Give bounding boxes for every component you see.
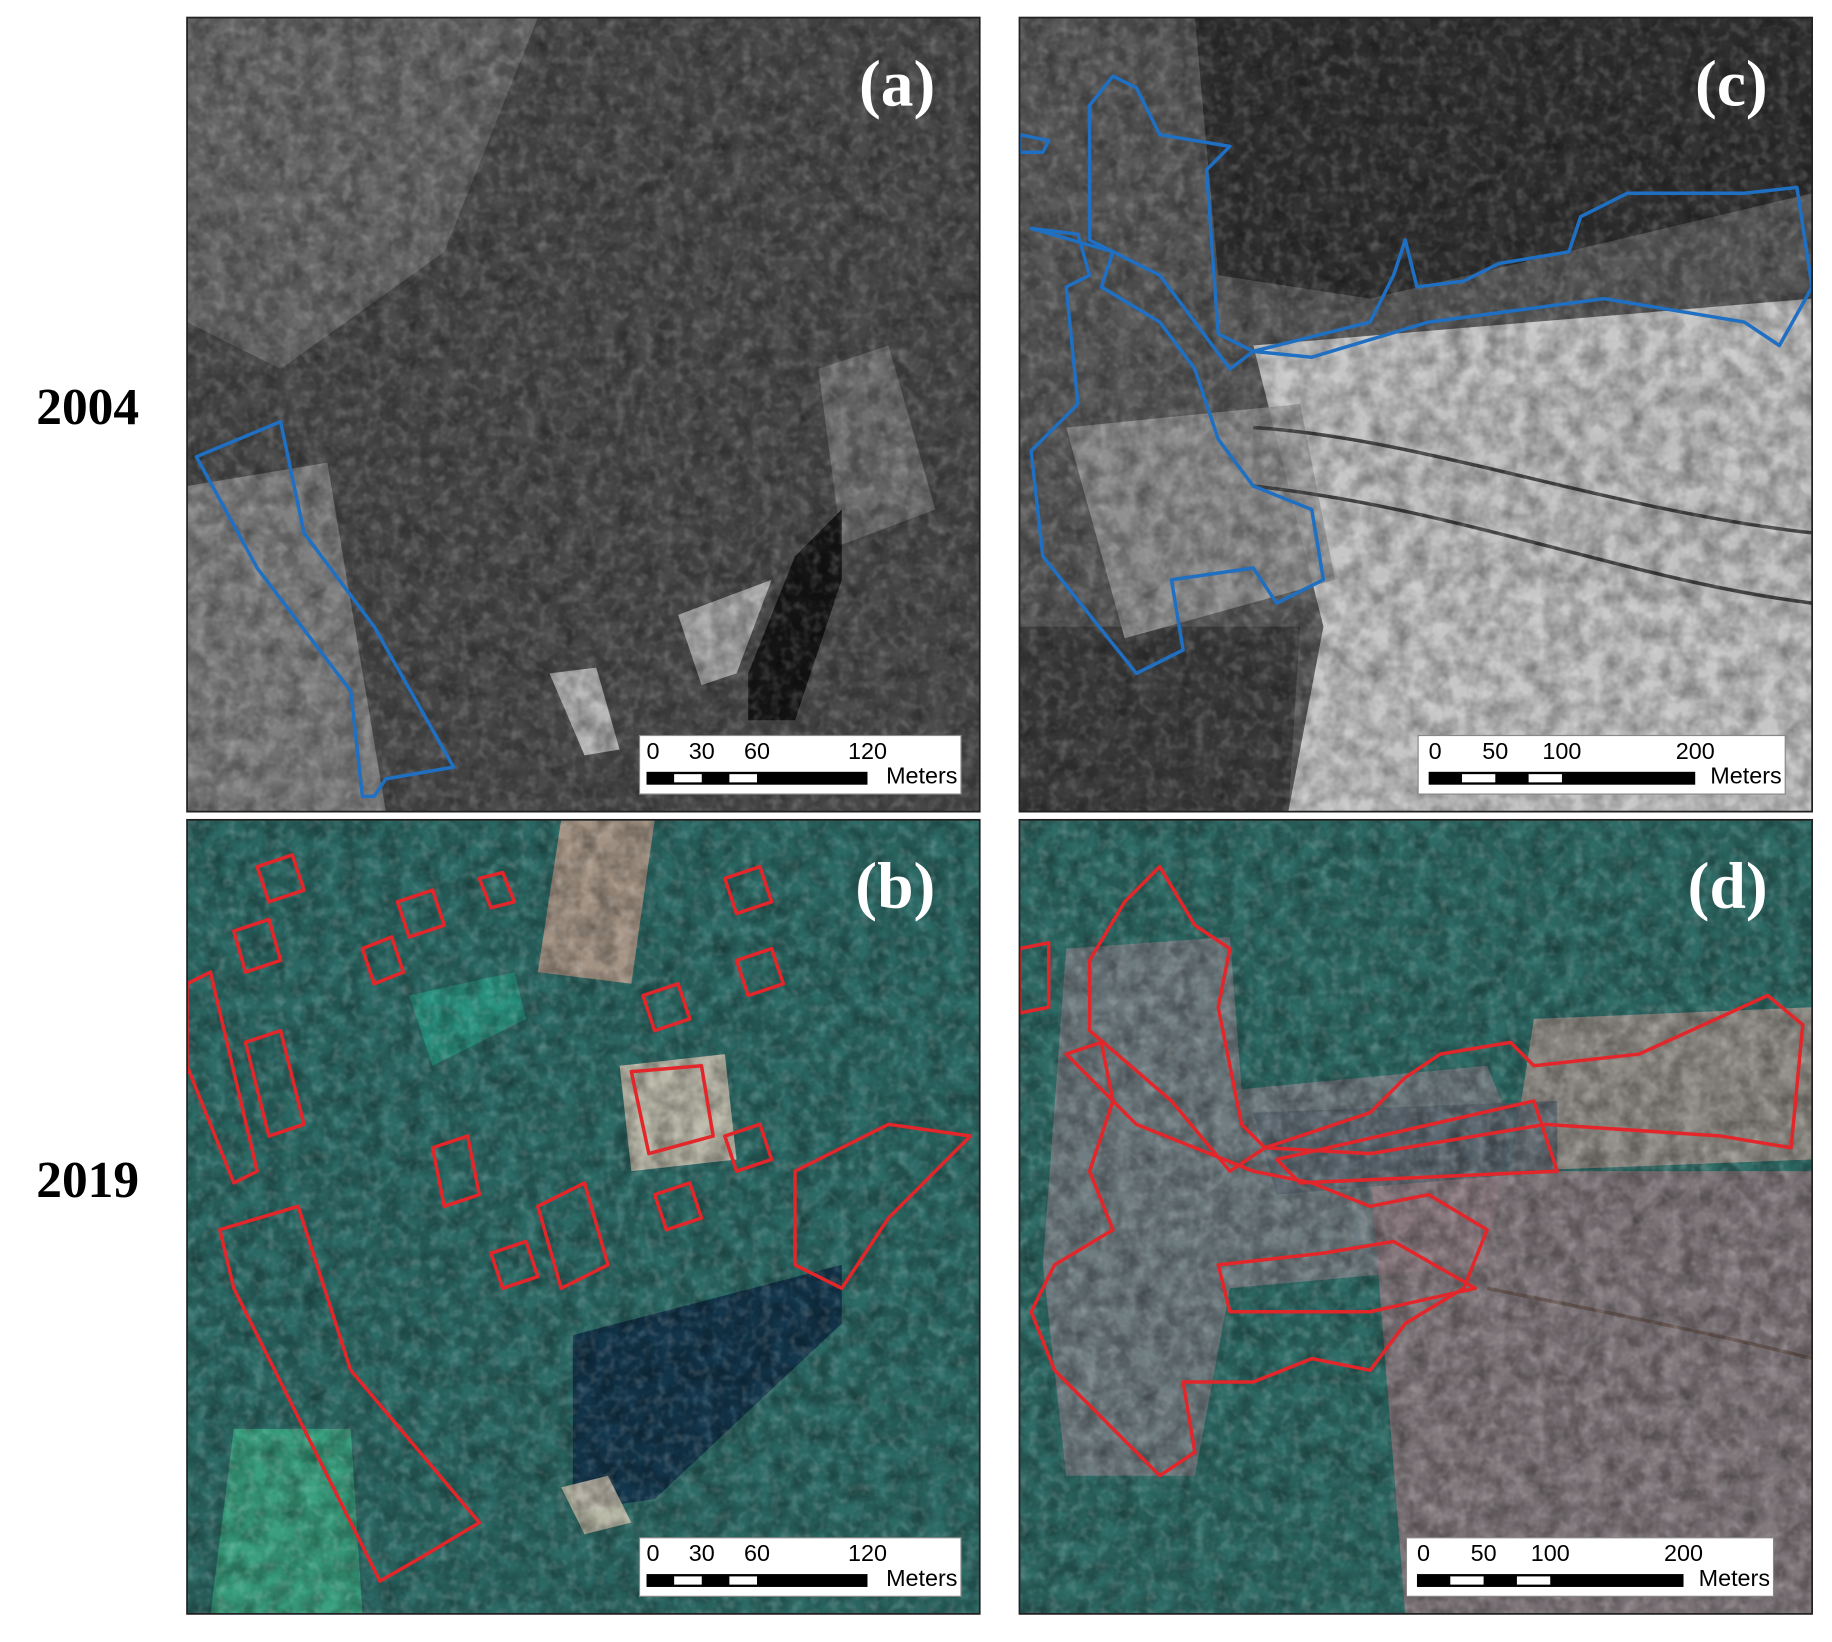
settlement-outline	[734, 946, 786, 998]
panel-label: (a)	[859, 48, 935, 120]
panel-border	[186, 16, 981, 813]
panel-label: (b)	[855, 851, 935, 923]
settlement-outline	[793, 1122, 973, 1291]
scale-bar-segment	[1528, 774, 1562, 783]
scale-bar-tick-label: 30	[689, 738, 715, 764]
panel-label: (c)	[1695, 48, 1768, 120]
texture	[1019, 17, 1813, 812]
scale-bar-tick-label: 0	[1429, 738, 1442, 764]
panel-border	[1018, 16, 1814, 813]
scale-bar-tick-label: 100	[1531, 1540, 1570, 1566]
settlement-outline	[536, 1181, 610, 1291]
texture	[187, 819, 980, 1614]
scale-bar-tick-label: 120	[848, 738, 887, 764]
settlement-outline	[1263, 993, 1805, 1156]
settlement-outline	[1274, 1099, 1560, 1185]
panel-label: (d)	[1688, 851, 1768, 923]
scale-bar-unit: Meters	[886, 763, 957, 789]
settlement-outline	[232, 917, 283, 974]
settlement-outline	[652, 1181, 704, 1232]
settlement-outline	[360, 935, 406, 986]
settlement-outline	[629, 1064, 715, 1156]
scale-bar-tick-label: 120	[848, 1540, 887, 1566]
scale-bar-tick-label: 30	[689, 1540, 715, 1566]
scale-bar-unit: Meters	[1710, 763, 1781, 789]
scale-bar-tick-label: 0	[1417, 1540, 1430, 1566]
settlement-outline	[1029, 226, 1326, 676]
settlement-outline	[187, 970, 259, 1185]
imagery	[187, 819, 980, 1614]
settlement-outline	[194, 419, 456, 799]
scale-bar-tick-label: 200	[1664, 1540, 1703, 1566]
imagery	[1019, 819, 1813, 1614]
scale-bar-segment	[674, 1576, 702, 1585]
scale-bar-tick-label: 0	[647, 1540, 660, 1566]
settlement-outline	[1251, 185, 1813, 359]
imagery	[1019, 17, 1813, 812]
settlement-outline	[1019, 132, 1051, 155]
scale-bar-tick-label: 60	[744, 1540, 770, 1566]
panel-border	[1018, 818, 1814, 1615]
settlement-outline	[477, 870, 517, 910]
settlement-outline	[255, 853, 306, 904]
settlement-outline	[723, 864, 774, 916]
scale-bar-unit: Meters	[886, 1565, 957, 1591]
scale-bar-unit: Meters	[1699, 1565, 1770, 1591]
settlement-outline	[1087, 864, 1267, 1173]
settlement-outline	[1019, 941, 1051, 1015]
settlement-outline	[395, 888, 447, 939]
settlement-outline	[218, 1204, 482, 1583]
scale-bar-segment	[1461, 774, 1496, 783]
scale-bar-tick-label: 50	[1471, 1540, 1497, 1566]
scale-bar-segment	[1516, 1576, 1551, 1585]
scale-bar-tick-label: 50	[1482, 738, 1508, 764]
settlement-outline	[430, 1134, 482, 1209]
scale-bar-tick-label: 100	[1542, 738, 1581, 764]
scale-bar-tick-label: 200	[1676, 738, 1715, 764]
row-label: 2004	[36, 379, 139, 436]
settlement-outline	[489, 1239, 540, 1291]
panel-border	[186, 818, 981, 1615]
imagery	[187, 17, 980, 812]
settlement-outline	[1087, 74, 1256, 371]
scale-bar-segment	[729, 774, 758, 783]
settlement-outline	[1029, 1040, 1489, 1478]
settlement-outline	[723, 1122, 774, 1173]
texture	[1019, 819, 1813, 1614]
row-label: 2019	[36, 1152, 139, 1209]
settlement-outline	[243, 1028, 306, 1138]
scale-bar-segment	[674, 774, 702, 783]
texture	[187, 17, 980, 812]
scale-bar-segment	[1450, 1576, 1484, 1585]
settlement-outline	[1216, 1239, 1478, 1314]
scale-bar-tick-label: 60	[744, 738, 770, 764]
scale-bar-segment	[729, 1576, 758, 1585]
settlement-outline	[641, 982, 692, 1033]
scale-bar-tick-label: 0	[647, 738, 660, 764]
